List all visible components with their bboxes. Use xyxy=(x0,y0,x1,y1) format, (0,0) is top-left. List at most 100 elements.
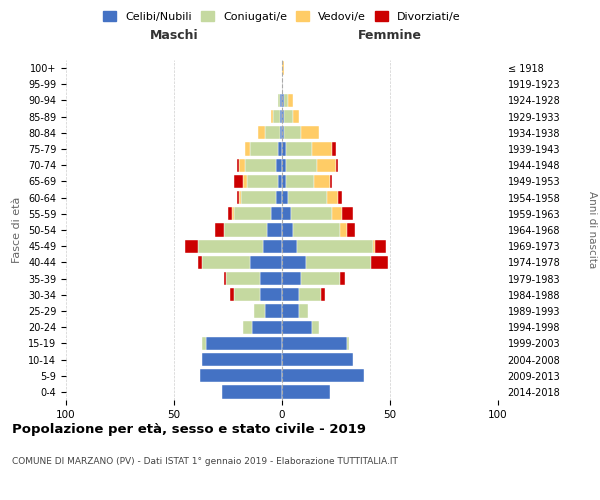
Bar xyxy=(343,207,353,220)
Bar xyxy=(265,126,280,140)
Legend: Celibi/Nubili, Coniugati/e, Vedovi/e, Divorziati/e: Celibi/Nubili, Coniugati/e, Vedovi/e, Di… xyxy=(100,8,464,25)
Bar xyxy=(282,369,364,382)
Bar xyxy=(299,304,308,318)
Bar xyxy=(185,240,198,253)
Bar xyxy=(239,191,241,204)
Bar xyxy=(314,175,329,188)
Bar xyxy=(282,158,286,172)
Bar xyxy=(226,272,260,285)
Bar xyxy=(202,353,282,366)
Bar xyxy=(275,158,282,172)
Bar xyxy=(282,94,284,107)
Bar xyxy=(282,126,284,140)
Bar xyxy=(198,240,263,253)
Bar xyxy=(232,207,235,220)
Bar xyxy=(282,224,293,236)
Bar xyxy=(282,336,347,350)
Bar xyxy=(258,126,265,140)
Bar xyxy=(282,62,284,74)
Bar xyxy=(241,191,275,204)
Bar xyxy=(267,224,282,236)
Bar xyxy=(263,240,282,253)
Bar xyxy=(243,175,247,188)
Bar xyxy=(312,320,319,334)
Bar xyxy=(286,158,317,172)
Bar xyxy=(215,224,224,236)
Bar xyxy=(282,272,301,285)
Bar xyxy=(250,142,278,156)
Bar xyxy=(301,126,319,140)
Text: Popolazione per età, sesso e stato civile - 2019: Popolazione per età, sesso e stato civil… xyxy=(12,422,366,436)
Bar xyxy=(200,369,282,382)
Bar xyxy=(265,304,282,318)
Bar xyxy=(289,94,293,107)
Bar xyxy=(321,288,325,302)
Bar xyxy=(282,386,329,398)
Bar xyxy=(284,126,301,140)
Bar xyxy=(282,304,299,318)
Bar xyxy=(282,288,299,302)
Bar xyxy=(250,256,282,269)
Bar xyxy=(235,288,260,302)
Bar xyxy=(243,320,252,334)
Bar xyxy=(338,191,343,204)
Bar xyxy=(280,110,282,124)
Bar xyxy=(247,175,278,188)
Bar xyxy=(297,240,373,253)
Bar xyxy=(235,175,243,188)
Bar xyxy=(235,207,271,220)
Bar xyxy=(282,240,297,253)
Bar xyxy=(282,353,353,366)
Bar xyxy=(282,207,290,220)
Bar xyxy=(340,224,347,236)
Bar xyxy=(282,320,312,334)
Bar xyxy=(340,272,344,285)
Bar xyxy=(312,142,332,156)
Bar xyxy=(290,207,332,220)
Bar xyxy=(245,142,250,156)
Bar xyxy=(286,175,314,188)
Bar xyxy=(202,336,206,350)
Bar xyxy=(373,240,375,253)
Bar xyxy=(239,158,245,172)
Bar xyxy=(329,175,332,188)
Bar xyxy=(236,158,239,172)
Bar xyxy=(301,272,340,285)
Bar xyxy=(278,142,282,156)
Bar xyxy=(347,224,355,236)
Bar xyxy=(284,110,293,124)
Bar xyxy=(282,175,286,188)
Bar xyxy=(271,207,282,220)
Bar xyxy=(230,288,235,302)
Bar xyxy=(282,256,306,269)
Bar xyxy=(317,158,336,172)
Bar xyxy=(245,158,275,172)
Bar xyxy=(282,191,289,204)
Bar xyxy=(293,110,299,124)
Bar xyxy=(271,110,274,124)
Bar xyxy=(284,94,289,107)
Bar xyxy=(274,110,280,124)
Bar xyxy=(280,126,282,140)
Bar xyxy=(332,142,336,156)
Bar xyxy=(278,175,282,188)
Bar xyxy=(336,158,338,172)
Bar xyxy=(236,191,239,204)
Bar xyxy=(371,256,388,269)
Bar xyxy=(293,224,340,236)
Bar xyxy=(221,386,282,398)
Bar xyxy=(282,110,284,124)
Bar xyxy=(328,191,338,204)
Y-axis label: Fasce di età: Fasce di età xyxy=(13,197,22,263)
Bar xyxy=(280,94,282,107)
Bar xyxy=(306,256,371,269)
Bar xyxy=(332,207,343,220)
Text: COMUNE DI MARZANO (PV) - Dati ISTAT 1° gennaio 2019 - Elaborazione TUTTITALIA.IT: COMUNE DI MARZANO (PV) - Dati ISTAT 1° g… xyxy=(12,458,398,466)
Bar xyxy=(347,336,349,350)
Bar xyxy=(252,320,282,334)
Bar xyxy=(260,272,282,285)
Bar xyxy=(278,94,280,107)
Text: Anni di nascita: Anni di nascita xyxy=(587,192,597,268)
Bar xyxy=(299,288,321,302)
Text: Maschi: Maschi xyxy=(149,30,199,43)
